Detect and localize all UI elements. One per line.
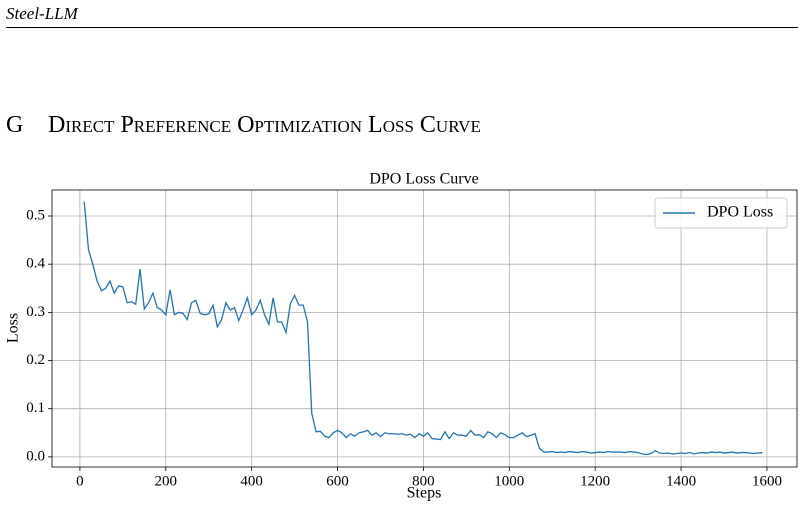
chart-title: DPO Loss Curve [369, 171, 478, 188]
section-heading: G Direct Preference Optimization Loss Cur… [6, 112, 481, 139]
y-axis-label: Loss [5, 313, 22, 343]
x-tick-label: 1200 [580, 473, 610, 489]
loss-line [83, 201, 763, 456]
y-tick-label: 0.4 [26, 256, 45, 272]
running-title: Steel-LLM [6, 4, 78, 23]
legend-label: DPO Loss [707, 204, 773, 221]
y-tick-label: 0.3 [26, 304, 45, 320]
y-tick-label: 0.2 [26, 352, 45, 368]
section-number: G [6, 112, 24, 138]
chart: DPO Loss Curve Steps Loss 0 200 400 600 800 1… [5, 171, 798, 502]
x-tick-label: 0 [76, 473, 84, 489]
x-tick-label: 1000 [494, 473, 524, 489]
header-rule [6, 27, 798, 28]
x-tick-label: 1400 [666, 473, 696, 489]
x-axis-label: Steps [407, 485, 442, 502]
y-tick-label: 0.5 [26, 207, 45, 223]
plot-frame [51, 189, 798, 468]
y-tick-label: 0.1 [26, 400, 45, 416]
y-tick-label: 0.0 [26, 448, 45, 464]
x-tick-label: 800 [412, 473, 435, 489]
x-tick-label: 1600 [752, 473, 782, 489]
section-title: Direct Preference Optimization Loss Curv… [48, 112, 481, 138]
legend-box [654, 197, 788, 229]
x-tick-label: 400 [240, 473, 263, 489]
x-tick-label: 200 [155, 473, 178, 489]
x-tick-label: 600 [326, 473, 349, 489]
